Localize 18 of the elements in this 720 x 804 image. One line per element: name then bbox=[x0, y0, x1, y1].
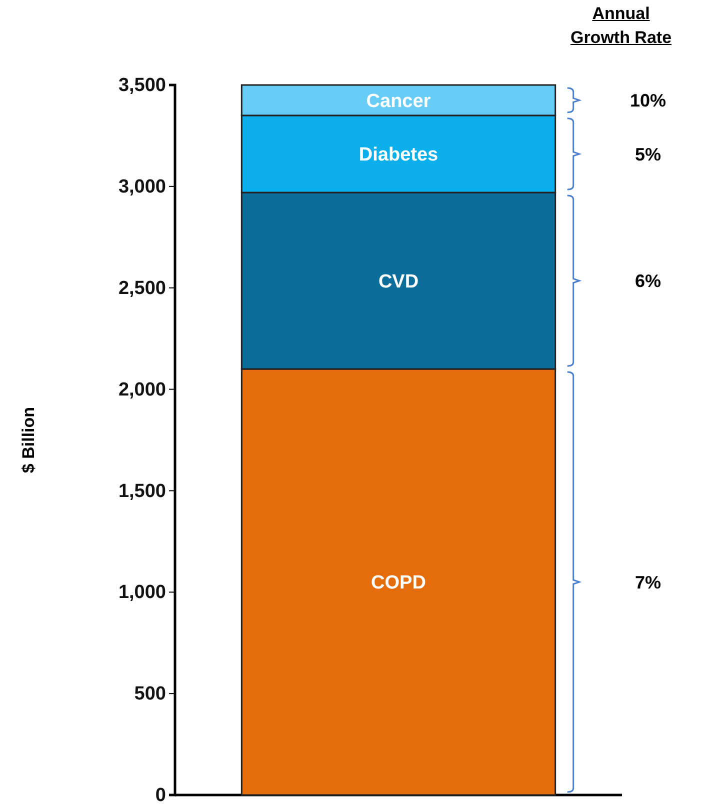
y-tick-label: 1,500 bbox=[118, 480, 166, 502]
text: 7% bbox=[634, 572, 662, 592]
y-tick-label: 0 bbox=[155, 785, 166, 804]
y-axis-title: $ Billion bbox=[19, 406, 38, 474]
series-label: CVD bbox=[378, 271, 419, 292]
text: 6% bbox=[634, 271, 662, 292]
text: 10% bbox=[630, 90, 666, 111]
series-label: Cancer bbox=[366, 90, 432, 112]
series-label: Diabetes bbox=[358, 144, 438, 166]
y-tick-label: 500 bbox=[134, 684, 166, 705]
series-label: COPD bbox=[371, 572, 426, 594]
y-tick-label: 2,000 bbox=[118, 379, 166, 400]
y-tick-label: 1,000 bbox=[118, 582, 166, 604]
y-tick-label: 2,500 bbox=[118, 278, 166, 299]
y-tick-label: 3,000 bbox=[118, 176, 166, 198]
y-tick-label: 3,500 bbox=[118, 75, 166, 96]
text: Annual Growth Rate bbox=[569, 3, 673, 49]
text: 5% bbox=[634, 144, 662, 164]
